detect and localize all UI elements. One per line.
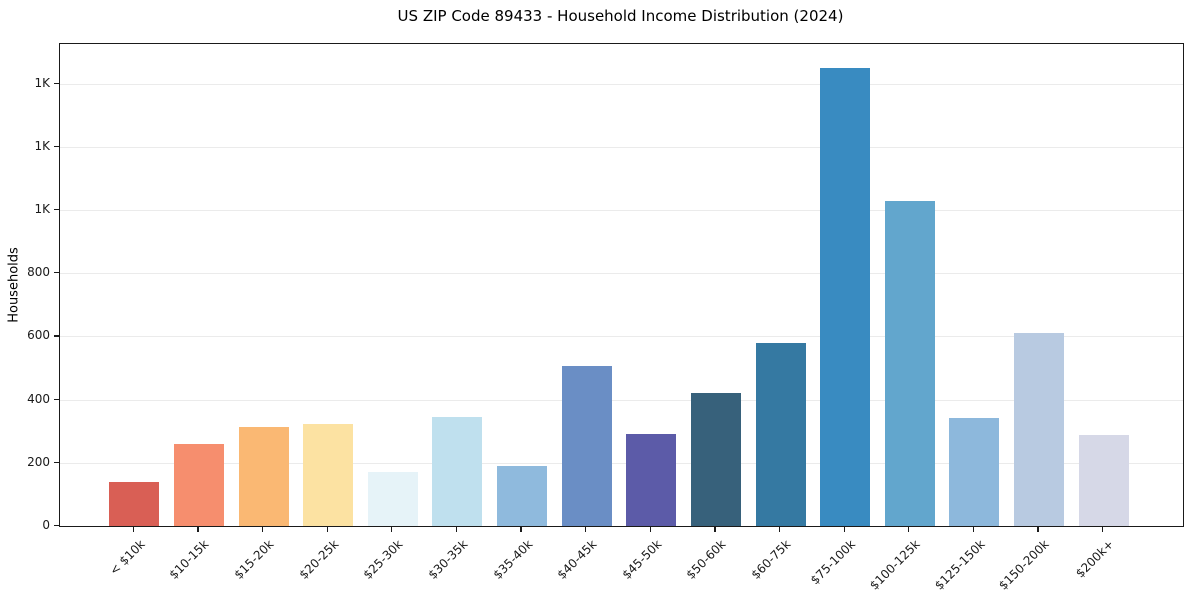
x-tick-mark <box>714 527 716 532</box>
x-tick-label: $20-25k <box>296 537 342 582</box>
gridline <box>60 399 1183 401</box>
x-tick-label: $75-100k <box>807 537 859 588</box>
x-tick-mark <box>261 527 264 532</box>
bar-$10-15k <box>173 443 224 526</box>
bar-$150-200k <box>1014 333 1065 526</box>
y-tick-mark <box>54 145 59 148</box>
plot-area <box>59 43 1184 527</box>
gridline <box>60 462 1183 464</box>
x-tick-mark <box>972 527 975 532</box>
bar-$100-125k <box>884 201 935 526</box>
bar-$35-40k <box>497 465 548 526</box>
bar-$45-50k <box>626 434 677 526</box>
x-tick-label: $45-50k <box>619 537 665 582</box>
y-tick-label: 1K <box>34 138 50 153</box>
x-tick-label: $15-20k <box>231 537 277 582</box>
x-tick-mark <box>391 527 393 532</box>
y-tick-label: 1K <box>34 201 50 216</box>
y-tick-mark <box>54 272 59 274</box>
bar-$20-25k <box>303 424 354 526</box>
x-tick-label: $200k+ <box>1073 537 1117 581</box>
y-tick-mark <box>54 398 59 400</box>
x-tick-label: $100-125k <box>867 537 923 593</box>
x-tick-mark <box>585 527 587 532</box>
gridline <box>60 146 1183 148</box>
x-tick-mark <box>908 527 910 532</box>
bar-< $10k <box>109 482 160 526</box>
bar-$200k+ <box>1078 435 1129 526</box>
y-axis-label: Households <box>6 247 22 323</box>
bar-$75-100k <box>820 67 871 526</box>
y-tick-label: 400 <box>27 391 50 406</box>
chart-title: US ZIP Code 89433 - Household Income Dis… <box>397 7 844 25</box>
x-tick-label: $50-60k <box>683 537 729 582</box>
x-tick-label: $40-45k <box>554 537 600 582</box>
bar-$40-45k <box>561 365 612 526</box>
x-tick-label: $60-75k <box>748 537 794 582</box>
y-tick-label: 800 <box>27 265 50 280</box>
y-tick-mark <box>54 525 59 527</box>
y-tick-mark <box>54 461 59 464</box>
bar-$30-35k <box>432 417 483 526</box>
x-tick-mark <box>197 527 199 532</box>
x-tick-mark <box>1102 527 1104 532</box>
y-tick-label: 200 <box>27 454 50 469</box>
bar-$125-150k <box>949 417 1000 526</box>
y-tick-mark <box>54 208 59 211</box>
x-tick-label: $150-200k <box>996 537 1053 593</box>
x-tick-mark <box>1037 527 1039 532</box>
y-tick-label: 1K <box>34 75 50 90</box>
bar-$50-60k <box>690 392 741 526</box>
x-tick-mark <box>778 527 781 532</box>
x-tick-mark <box>843 527 845 532</box>
x-tick-mark <box>455 527 458 532</box>
y-tick-label: 0 <box>42 518 50 532</box>
x-tick-label: $30-35k <box>425 537 471 582</box>
bar-$25-30k <box>367 472 418 526</box>
y-tick-mark <box>54 82 59 84</box>
x-tick-mark <box>326 527 328 532</box>
y-tick-label: 600 <box>27 328 50 343</box>
x-tick-mark <box>520 527 522 532</box>
y-tick-mark <box>54 335 59 337</box>
bar-$15-20k <box>238 427 289 526</box>
gridline <box>60 83 1183 85</box>
x-tick-label: $125-150k <box>931 537 988 593</box>
bar-$60-75k <box>755 343 806 526</box>
x-tick-label: < $10k <box>106 537 148 578</box>
gridline <box>60 273 1183 275</box>
x-tick-label: $35-40k <box>490 537 536 582</box>
x-tick-label: $25-30k <box>360 537 406 582</box>
gridline <box>60 336 1183 338</box>
gridline <box>60 209 1183 211</box>
x-tick-mark <box>649 527 651 532</box>
x-tick-label: $10-15k <box>166 537 212 582</box>
x-tick-mark <box>132 527 134 532</box>
